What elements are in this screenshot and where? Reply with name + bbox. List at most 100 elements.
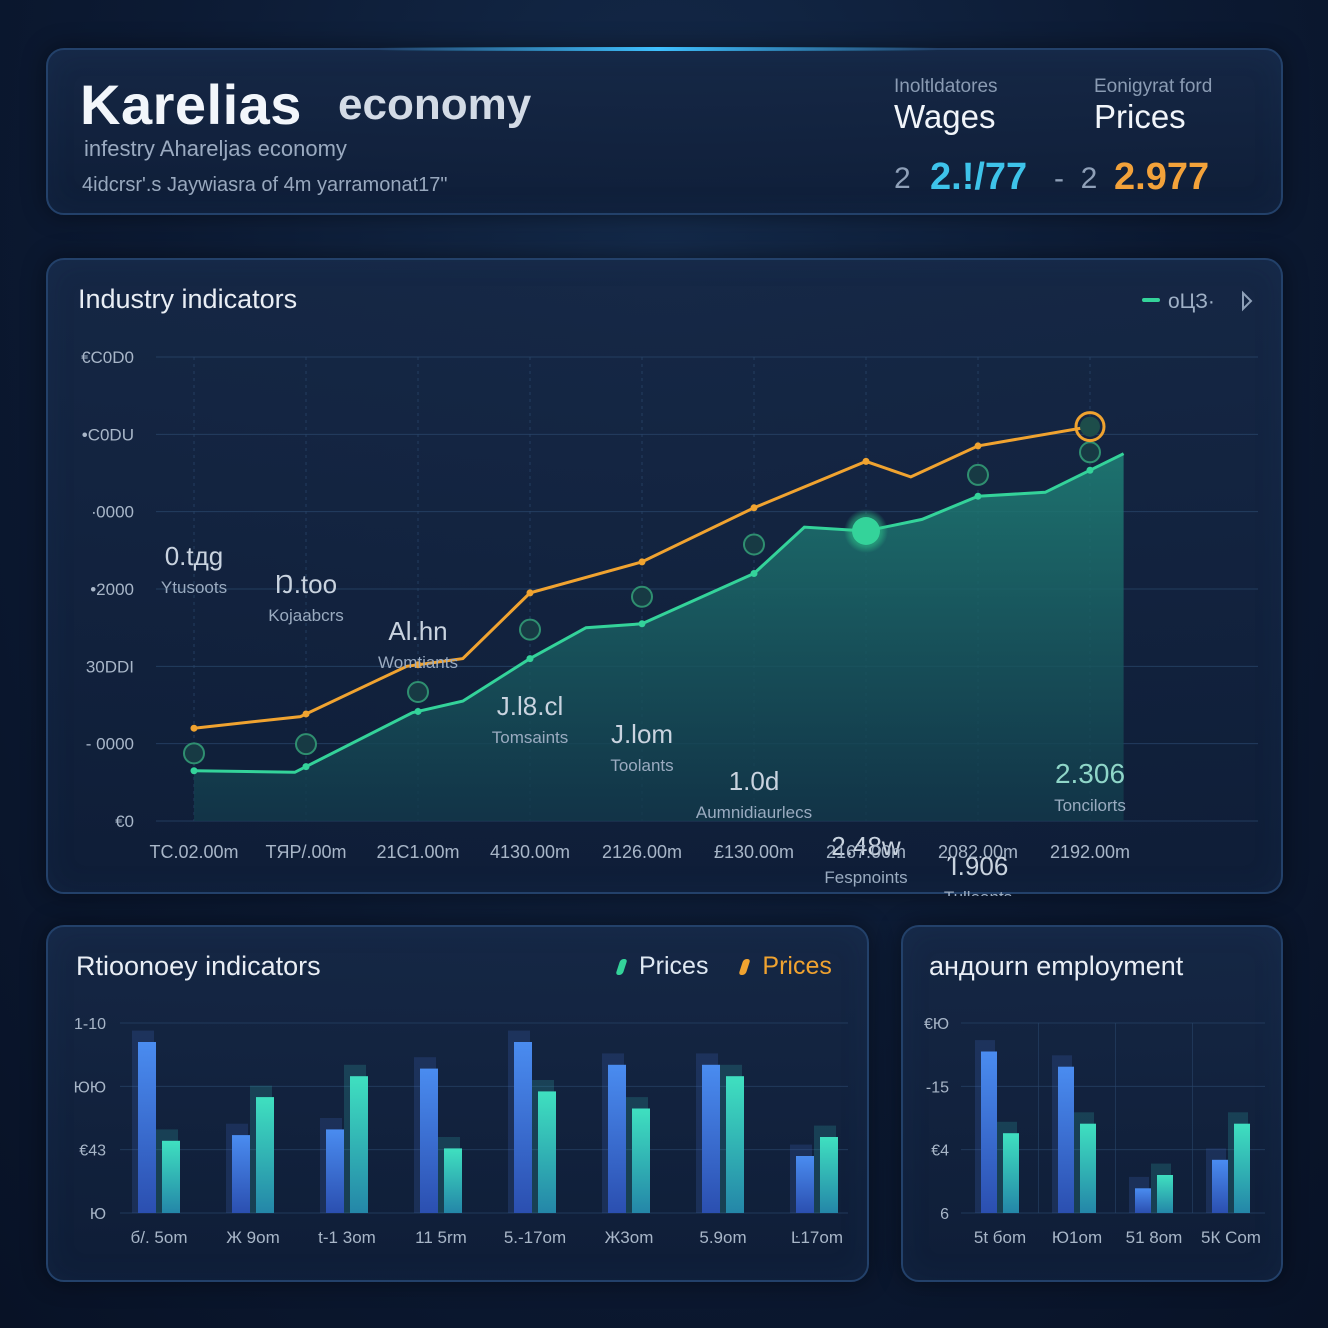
y-tick-label: •2000: [90, 580, 134, 599]
annotation-label: Fespnoints: [824, 868, 907, 887]
bar: [1157, 1175, 1173, 1213]
green-point: [302, 763, 310, 771]
kpi-prices-label: Prices: [1094, 98, 1186, 135]
chart-annotations: 0.tдg Ytusoots Ŋ.too Kojaabcrs Al.hn Womtiant…: [161, 541, 1126, 896]
annotation-value: J.l8.cl: [497, 691, 563, 721]
bar: [444, 1148, 462, 1213]
badge-icon: [519, 618, 541, 641]
bar: [138, 1042, 156, 1213]
x-tick-label: Ŀ17om: [791, 1228, 843, 1247]
employment-title: андоurn employment: [929, 951, 1184, 981]
orange-point: [862, 457, 870, 465]
green-point: [1086, 466, 1094, 474]
x-tick-label: £130.00m: [714, 842, 794, 862]
kpi-wages-label: Wages: [894, 98, 996, 135]
annotation-label: Kojaabcrs: [268, 606, 344, 625]
orange-point: [302, 710, 310, 718]
x-tick-label: TC.02.00m: [149, 842, 238, 862]
legend-item-prices-green[interactable]: Prices: [615, 952, 715, 980]
annotation-label: Toncilorts: [1054, 796, 1126, 815]
dashboard-note: 4idcrsr'.s Jaywiasra of 4m yarramonat17": [82, 174, 448, 196]
x-tick-label: Ю1om: [1052, 1228, 1102, 1247]
bar: [514, 1042, 532, 1213]
chart-area-fill: [194, 453, 1124, 821]
kpi-prices-caption: Eonigyrat ford: [1094, 76, 1213, 97]
x-tick-label: б/. 5om: [131, 1228, 188, 1247]
annotation-label: Ytusoots: [161, 578, 227, 597]
kpi-wages-prefix: 2: [894, 162, 911, 195]
green-point: [750, 570, 758, 578]
economy-bar-chart: 1-10 ЮЮ €43 Юб/. 5om Ж 9om t-1 3om 11 5rm 5.-17…: [74, 1016, 848, 1247]
area-series-green: [194, 453, 1124, 821]
header-glow: [378, 47, 938, 51]
x-tick-label: TЯP/.00m: [265, 842, 346, 862]
industry-indicators-panel: Industry indicators 0.tдg Ytusoots Ŋ.too Ko…: [46, 258, 1283, 896]
bar: [608, 1064, 626, 1213]
chart-markers: [183, 411, 1106, 775]
x-tick-label: 51 8om: [1126, 1228, 1183, 1247]
bar: [1003, 1133, 1019, 1213]
legend-item-prices-orange[interactable]: Prices: [738, 952, 832, 980]
legend-swatch: [1142, 298, 1160, 302]
header-panel: Karelias economy infestry Ahareljas econ…: [46, 47, 1283, 215]
green-point: [414, 707, 422, 715]
y-tick-label: -15: [926, 1079, 949, 1096]
x-tick-label: 5К Com: [1201, 1228, 1261, 1247]
x-tick-label: Ж3om: [605, 1228, 654, 1247]
annotation-value: Ŋ.too: [275, 569, 337, 599]
bar: [1080, 1123, 1096, 1213]
annotation-value: Al.hn: [388, 616, 447, 646]
legend-chevron-icon[interactable]: [1242, 290, 1253, 312]
bar: [538, 1091, 556, 1213]
orange-point: [526, 589, 534, 597]
green-point: [526, 655, 534, 663]
bar: [726, 1076, 744, 1213]
annotation-label: Tomsaints: [492, 728, 569, 747]
orange-point: [414, 661, 422, 669]
legend-text: oЦЗ·: [1168, 290, 1215, 313]
annotation-value: J.lom: [611, 719, 673, 749]
bar: [702, 1064, 720, 1213]
bar: [632, 1108, 650, 1213]
highlight-point: [852, 517, 880, 545]
kpi-wages-caption: Inoltldatores: [894, 76, 998, 97]
x-tick-label: 21С1.00m: [376, 842, 459, 862]
x-tick-label: 2167.00m: [826, 842, 906, 862]
bar: [162, 1140, 180, 1213]
x-tick-label: Ж 9om: [226, 1228, 280, 1247]
bar: [1135, 1188, 1151, 1213]
orange-point: [190, 724, 198, 732]
x-tick-label: 5t бom: [974, 1228, 1026, 1247]
x-tick-label: 2192.00m: [1050, 842, 1130, 862]
kpi-prices-value: 2.977: [1114, 156, 1210, 198]
annotation-label: Toolants: [610, 756, 673, 775]
orange-point: [974, 442, 982, 450]
x-tick-label: 5.-17om: [504, 1228, 566, 1247]
green-point: [190, 767, 198, 775]
x-tick-label: t-1 3om: [318, 1228, 376, 1247]
badge-icon: [407, 680, 429, 703]
economy-indicators-title: Rtioonoey indicators: [76, 951, 321, 981]
orange-point: [750, 504, 758, 512]
y-tick-label: €Ю: [924, 1016, 949, 1033]
bar: [256, 1097, 274, 1213]
dashboard-title: Karelias: [80, 73, 302, 136]
annotation-value: 2.48w: [831, 831, 901, 861]
dashboard-title-secondary: economy: [338, 80, 532, 129]
y-tick-label: - 0000: [86, 735, 134, 754]
bar: [796, 1156, 814, 1213]
annotation-value: 2.306: [1055, 758, 1125, 789]
x-axis-ticks: TC.02.00m TЯP/.00m 21С1.00m 4130.00m 2126.00…: [149, 842, 1130, 862]
dashboard-subtitle: infestry Ahareljas economy: [84, 136, 347, 161]
chart-legend[interactable]: oЦЗ·: [1142, 290, 1253, 313]
end-ring-core: [1080, 416, 1100, 437]
annotation-label: Tulleants: [944, 888, 1012, 896]
x-tick-label: 5.9om: [699, 1228, 746, 1247]
y-tick-label: ЮЮ: [74, 1079, 106, 1096]
x-tick-label: 11 5rm: [415, 1228, 467, 1247]
badge-icon: [967, 463, 989, 486]
y-tick-label: Ю: [90, 1206, 106, 1223]
bar: [1212, 1159, 1228, 1213]
bar: [820, 1137, 838, 1213]
bar: [326, 1129, 344, 1213]
